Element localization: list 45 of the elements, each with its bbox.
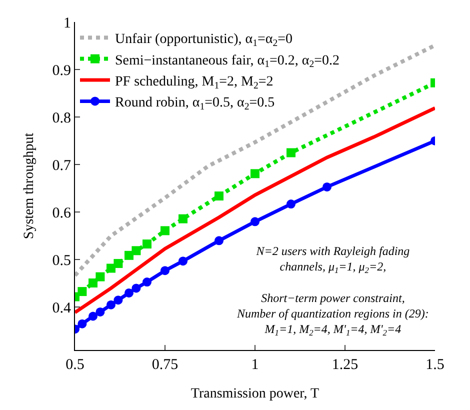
- point: [286, 148, 296, 158]
- point: [214, 191, 224, 200]
- point: [114, 258, 123, 268]
- point: [106, 300, 116, 310]
- legend-label: Semi−instantaneous fair, α$_{1}$=0.2, α$_{2}$=0.2: [115, 53, 340, 70]
- point: [286, 200, 296, 209]
- y-tick-label: 0.5: [52, 252, 71, 269]
- point: [78, 287, 87, 296]
- x-tick-label: 0.75: [152, 357, 178, 373]
- point: [96, 307, 105, 316]
- y-tick-label: 0.4: [52, 300, 72, 316]
- y-axis-title: System throughput: [22, 132, 37, 240]
- point: [124, 288, 134, 298]
- point: [132, 284, 141, 293]
- point: [178, 214, 188, 224]
- y-tick-label: 0.9: [52, 62, 71, 79]
- point: [250, 217, 260, 226]
- x-tick-label: 1.25: [332, 357, 358, 373]
- legend-label: PF scheduling, M$_{1}$=2, M$_{2}$=2: [115, 74, 274, 92]
- point: [160, 226, 170, 236]
- point: [114, 296, 123, 305]
- y-tick-label: 0.8: [52, 110, 71, 126]
- y-tick-label: 0.6: [52, 205, 72, 222]
- point: [142, 239, 152, 248]
- point: [142, 278, 152, 287]
- point: [124, 250, 134, 260]
- point: [78, 319, 87, 328]
- x-tick-label: 0.5: [66, 357, 84, 373]
- y-tick-label: 1: [64, 15, 71, 32]
- text: N=2 users with Rayleigh fading channels, μ$_{1}$=1, μ$_{2}$=2, Short−term power constraint, Number of quantization regions in (29): M$_{1}$=1, M$_{2}$=4, M'$_{1}$=4, M'$_{2}$=4: [237, 244, 429, 338]
- point: [132, 246, 141, 256]
- x-tick-label: 1: [251, 357, 259, 373]
- point: [178, 256, 188, 266]
- x-axis-title: Transmission power, T: [190, 386, 320, 402]
- point: [88, 312, 98, 321]
- point: [322, 182, 332, 192]
- legend-label: Round robin, α$_{1}$=0.5, α$_{2}$=0.5: [115, 96, 275, 113]
- point: [96, 272, 105, 282]
- legend-label: Unfair (opportunistic), α$_{1}$=α$_{2}$=0: [115, 32, 293, 49]
- point: [160, 266, 170, 276]
- point: [88, 278, 98, 288]
- y-tick-label: 0.7: [52, 158, 72, 174]
- point: [214, 236, 224, 246]
- point: [250, 169, 260, 178]
- x-tick-label: 1.5: [426, 357, 444, 373]
